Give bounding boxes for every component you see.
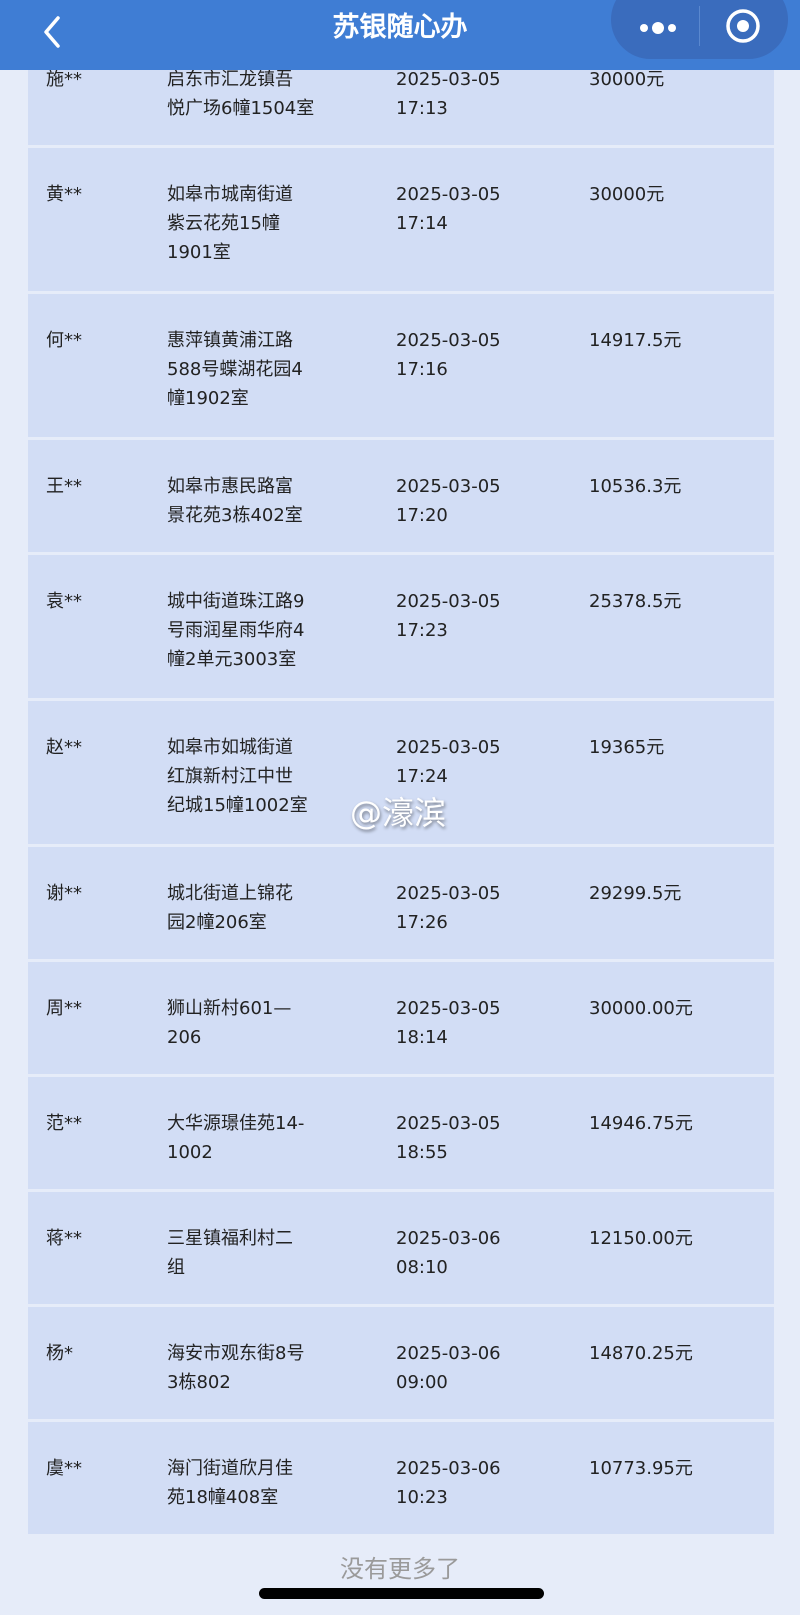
row-name: 王** (46, 476, 82, 497)
capsule-divider (699, 6, 700, 46)
row-amount: 10773.95元 (589, 1458, 693, 1479)
row-name: 施** (46, 69, 82, 90)
row-amount: 10536.3元 (589, 476, 682, 497)
mini-program-capsule (611, 0, 788, 59)
row-name: 何** (46, 330, 82, 351)
table-row: 王** 如皋市惠民路富 景花苑3栋402室 2025-03-05 17:20 1053… (28, 440, 774, 552)
row-name: 虞** (46, 1458, 82, 1479)
row-name: 蒋** (46, 1228, 82, 1249)
row-datetime: 2025-03-06 08:10 (396, 1228, 501, 1278)
record-list: 施** 启东市汇龙镇吾 悦广场6幢1504室 2025-03-05 17:13 300… (28, 33, 774, 1537)
row-datetime: 2025-03-05 17:23 (396, 591, 501, 641)
row-address: 如皋市惠民路富 景花苑3栋402室 (167, 476, 303, 526)
row-datetime: 2025-03-05 17:26 (396, 883, 501, 933)
row-name: 周** (46, 998, 82, 1019)
table-row: 何** 惠萍镇黄浦江路 588号蝶湖花园4 幢1902室 2025-03-05 17… (28, 294, 774, 437)
row-amount: 14946.75元 (589, 1113, 693, 1134)
row-address: 启东市汇龙镇吾 悦广场6幢1504室 (167, 69, 315, 119)
row-name: 谢** (46, 883, 82, 904)
row-address: 惠萍镇黄浦江路 588号蝶湖花园4 幢1902室 (167, 330, 303, 409)
table-row: 杨* 海安市观东街8号 3栋802 2025-03-06 09:00 14870.25… (28, 1307, 774, 1419)
page-title: 苏银随心办 (332, 12, 468, 43)
watermark: @濠滨 (350, 794, 447, 832)
row-name: 赵** (46, 737, 82, 758)
more-dots-icon[interactable] (633, 8, 683, 48)
row-datetime: 2025-03-05 17:16 (396, 330, 501, 380)
row-address: 狮山新村601— 206 (167, 998, 292, 1048)
row-address: 三星镇福利村二 组 (167, 1228, 293, 1278)
row-amount: 29299.5元 (589, 883, 682, 904)
row-address: 大华源璟佳苑14- 1002 (167, 1113, 305, 1163)
row-datetime: 2025-03-05 18:14 (396, 998, 501, 1048)
row-amount: 30000.00元 (589, 998, 693, 1019)
row-address: 海安市观东街8号 3栋802 (167, 1343, 305, 1393)
row-address: 海门街道欣月佳 苑18幢408室 (167, 1458, 293, 1508)
row-amount: 30000元 (589, 69, 665, 90)
home-indicator (259, 1588, 544, 1599)
nav-bar: 苏银随心办 (0, 0, 800, 70)
table-row: 袁** 城中街道珠江路9 号雨润星雨华府4 幢2单元3003室 2025-03-05… (28, 555, 774, 698)
table-row: 谢** 城北街道上锦花 园2幢206室 2025-03-05 17:26 29299.… (28, 847, 774, 959)
row-address: 如皋市城南街道 紫云花苑15幢 1901室 (167, 184, 293, 263)
row-datetime: 2025-03-05 18:55 (396, 1113, 501, 1163)
table-row: 黄** 如皋市城南街道 紫云花苑15幢 1901室 2025-03-05 17:14… (28, 148, 774, 291)
row-datetime: 2025-03-06 09:00 (396, 1343, 501, 1393)
row-amount: 19365元 (589, 737, 665, 758)
table-row: 虞** 海门街道欣月佳 苑18幢408室 2025-03-06 10:23 10773… (28, 1422, 774, 1534)
target-circle-icon[interactable] (723, 6, 763, 46)
row-datetime: 2025-03-06 10:23 (396, 1458, 501, 1508)
row-datetime: 2025-03-05 17:24 (396, 737, 501, 787)
row-amount: 25378.5元 (589, 591, 682, 612)
row-name: 杨* (46, 1343, 73, 1364)
table-row: 范** 大华源璟佳苑14- 1002 2025-03-05 18:55 14946.7… (28, 1077, 774, 1189)
row-datetime: 2025-03-05 17:14 (396, 184, 501, 234)
row-address: 如皋市如城街道 红旗新村江中世 纪城15幢1002室 (167, 737, 308, 816)
row-name: 袁** (46, 591, 82, 612)
row-amount: 14870.25元 (589, 1343, 693, 1364)
row-amount: 12150.00元 (589, 1228, 693, 1249)
table-row: 周** 狮山新村601— 206 2025-03-05 18:14 30000.00元 (28, 962, 774, 1074)
row-amount: 14917.5元 (589, 330, 682, 351)
row-amount: 30000元 (589, 184, 665, 205)
row-address: 城中街道珠江路9 号雨润星雨华府4 幢2单元3003室 (167, 591, 305, 670)
no-more-text: 没有更多了 (340, 1555, 460, 1583)
row-datetime: 2025-03-05 17:13 (396, 69, 501, 119)
row-address: 城北街道上锦花 园2幢206室 (167, 883, 293, 933)
row-datetime: 2025-03-05 17:20 (396, 476, 501, 526)
row-name: 范** (46, 1113, 82, 1134)
table-row: 蒋** 三星镇福利村二 组 2025-03-06 08:10 12150.00元 (28, 1192, 774, 1304)
table-row: 赵** 如皋市如城街道 红旗新村江中世 纪城15幢1002室 2025-03-05 … (28, 701, 774, 844)
row-name: 黄** (46, 184, 82, 205)
chevron-left-icon[interactable] (34, 12, 74, 52)
